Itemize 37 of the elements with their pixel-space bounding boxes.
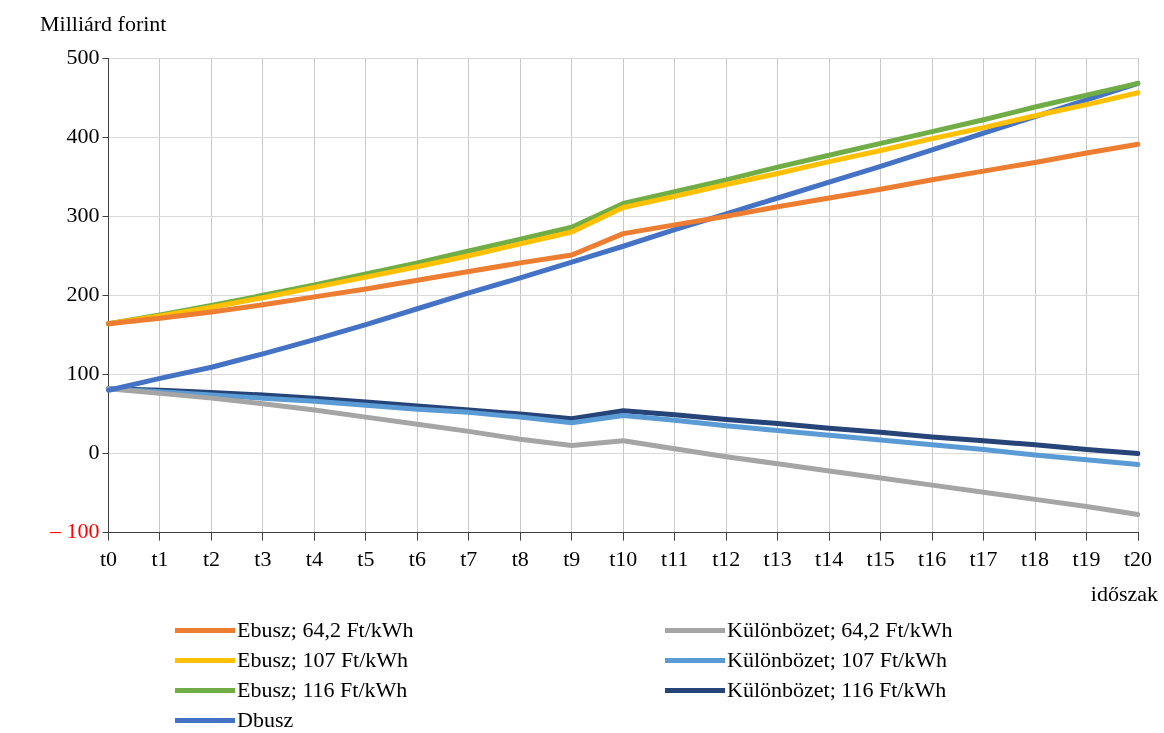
legend-label: Különbözet; 107 Ft/kWh — [727, 647, 947, 673]
x-tick-label: t2 — [202, 545, 221, 571]
y-axis-title: Milliárd forint — [40, 10, 167, 36]
y-tick-label: 400 — [66, 122, 100, 148]
x-tick-label: t13 — [763, 545, 792, 571]
y-tick-label: 500 — [66, 43, 100, 69]
x-tick-label: t20 — [1123, 545, 1153, 571]
x-axis-title: időszak — [1090, 581, 1158, 607]
y-tick-label: 0 — [88, 439, 100, 465]
x-tick-label: t16 — [918, 545, 947, 571]
x-tick-label: t10 — [609, 545, 638, 571]
x-tick-label: t1 — [151, 545, 169, 571]
x-tick-label: t7 — [460, 545, 478, 571]
y-tick-label: – 100 — [49, 518, 100, 544]
legend-label: Ebusz; 64,2 Ft/kWh — [237, 617, 414, 643]
legend-label: Különbözet; 116 Ft/kWh — [727, 677, 947, 703]
x-tick-label: t12 — [712, 545, 741, 571]
x-tick-label: t9 — [563, 545, 581, 571]
x-tick-label: t6 — [408, 545, 426, 571]
x-tick-label: t14 — [815, 545, 844, 571]
x-tick-label: t5 — [357, 545, 375, 571]
x-tick-label: t19 — [1072, 545, 1101, 571]
legend-label: Dbusz — [237, 707, 294, 733]
x-tick-label: t15 — [866, 545, 895, 571]
x-tick-label: t3 — [254, 545, 272, 571]
x-tick-label: t8 — [511, 545, 529, 571]
x-tick-label: t18 — [1020, 545, 1050, 571]
y-tick-label: 200 — [66, 281, 100, 307]
x-tick-label: t4 — [305, 545, 323, 571]
y-tick-label: 300 — [66, 201, 100, 227]
legend-label: Ebusz; 107 Ft/kWh — [237, 647, 409, 673]
x-tick-label: t0 — [99, 545, 118, 571]
legend-label: Ebusz; 116 Ft/kWh — [237, 677, 408, 703]
x-tick-label: t17 — [969, 545, 998, 571]
legend-label: Különbözet; 64,2 Ft/kWh — [727, 617, 953, 643]
y-tick-label: 100 — [66, 360, 100, 386]
x-tick-label: t11 — [661, 545, 689, 571]
